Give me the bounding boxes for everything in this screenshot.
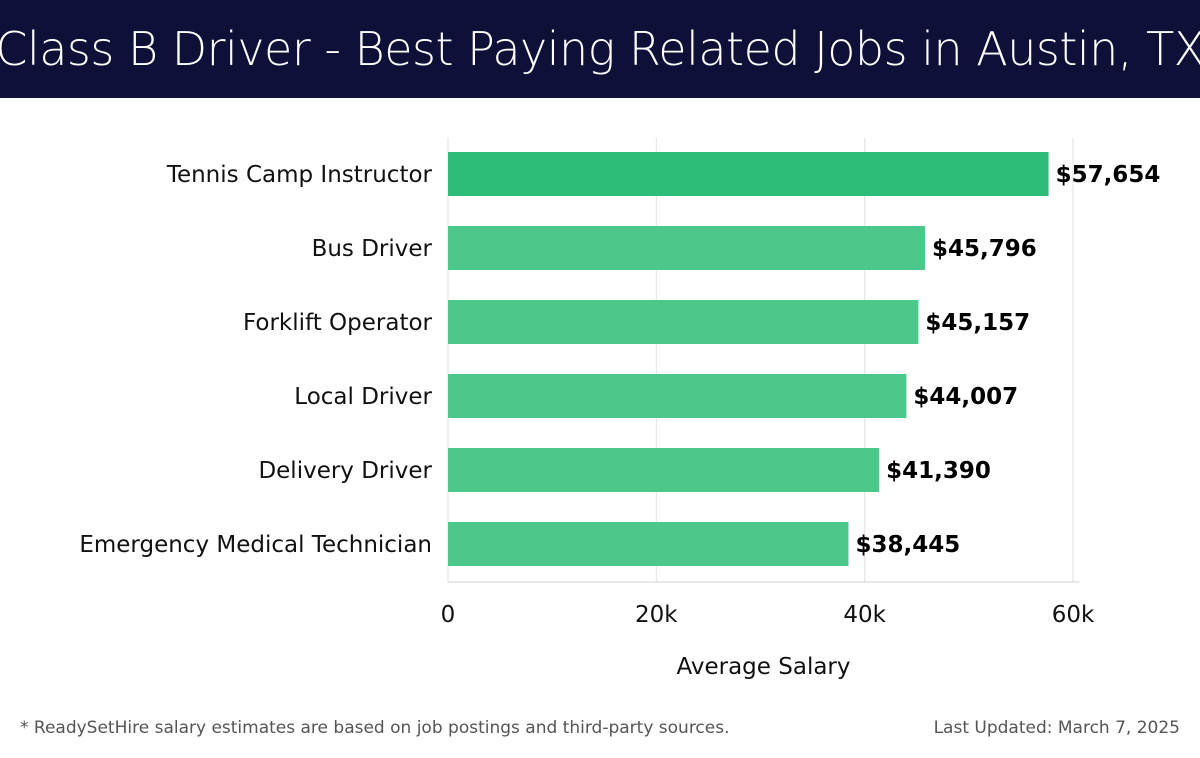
x-axis-title: Average Salary [676,654,850,680]
category-label: Delivery Driver [258,458,432,484]
bar [448,152,1049,196]
value-label: $45,796 [932,236,1037,262]
value-label: $44,007 [913,384,1018,410]
footnote: * ReadySetHire salary estimates are base… [20,718,730,738]
x-tick-label: 0 [441,602,456,628]
chart-title: Class B Driver - Best Paying Related Job… [0,22,1200,76]
bar [448,374,907,418]
x-tick-label: 60k [1052,602,1095,628]
chart-header: Class B Driver - Best Paying Related Job… [0,0,1200,98]
bar [448,226,926,270]
value-label: $57,654 [1056,162,1161,188]
x-tick-label: 40k [843,602,886,628]
category-label: Local Driver [294,384,432,410]
bar [448,300,919,344]
x-tick-label: 20k [635,602,678,628]
category-label: Forklift Operator [243,310,433,336]
value-label: $41,390 [886,458,991,484]
category-label: Tennis Camp Instructor [166,162,433,188]
bar [448,448,880,492]
last-updated: Last Updated: March 7, 2025 [933,718,1180,738]
category-label: Bus Driver [312,236,433,262]
category-label: Emergency Medical Technician [79,532,432,558]
bar [448,522,849,566]
bar-chart: Tennis Camp Instructor $57,654 Bus Driver $… [79,138,1161,680]
value-label: $45,157 [925,310,1030,336]
value-label: $38,445 [855,532,960,558]
